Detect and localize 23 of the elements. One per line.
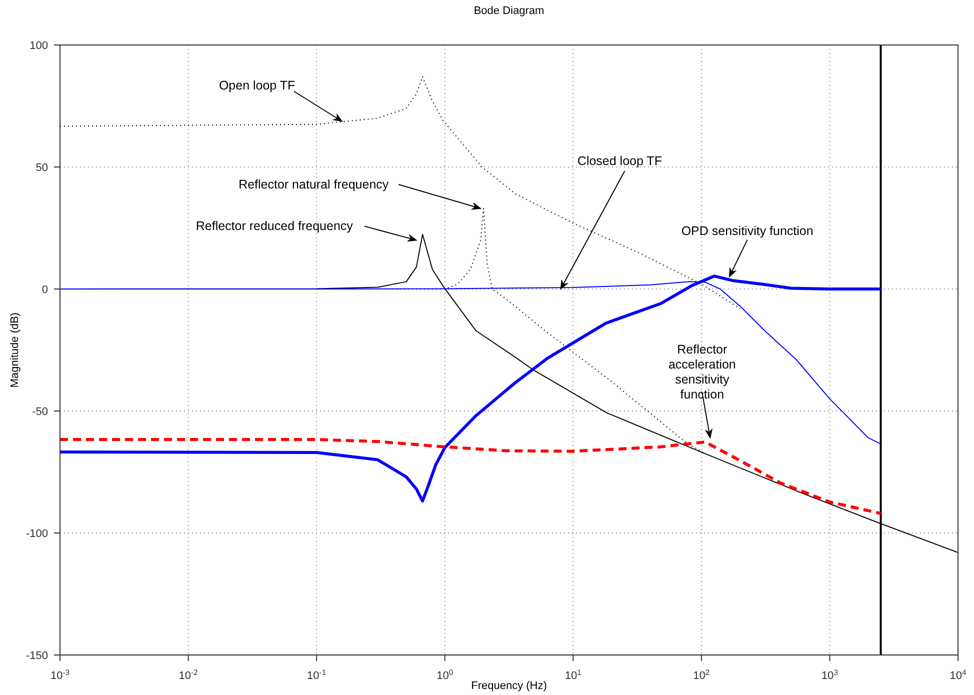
y-tick-label: -100 — [26, 528, 48, 540]
x-tick-label: 10$^{3}$ — [821, 668, 838, 682]
annotation: OPD sensitivity function — [681, 224, 814, 238]
y-tick-label: -50 — [32, 406, 48, 418]
x-tick-label: 10$^{-3}$ — [50, 668, 70, 682]
y-tick-label: 0 — [42, 284, 48, 296]
x-tick-label: 10$^{-2}$ — [178, 668, 198, 682]
y-tick-label: 50 — [36, 162, 48, 174]
x-tick-label: 10$^{-1}$ — [307, 668, 326, 682]
annotation: Reflector reduced frequency — [196, 219, 354, 234]
y-tick-label: 100 — [30, 40, 48, 52]
annotation: Open loop TF — [218, 78, 296, 92]
chart-title: Bode Diagram — [474, 5, 544, 17]
y-tick-label: -150 — [26, 650, 48, 662]
x-tick-label: 10$^{0}$ — [436, 668, 454, 682]
x-tick-label: 10$^{1}$ — [564, 668, 582, 682]
x-axis-title: Frequency (Hz) — [471, 680, 547, 692]
annotation: Closed loop TF — [577, 154, 662, 168]
annotation: Reflector acceleration sensitivity function — [668, 342, 736, 402]
y-axis-title: Magnitude (dB) — [9, 312, 21, 388]
annotation: Reflector natural frequency — [238, 177, 390, 192]
x-tick-label: 10$^{4}$ — [950, 668, 967, 682]
x-tick-label: 10$^{2}$ — [693, 668, 710, 682]
